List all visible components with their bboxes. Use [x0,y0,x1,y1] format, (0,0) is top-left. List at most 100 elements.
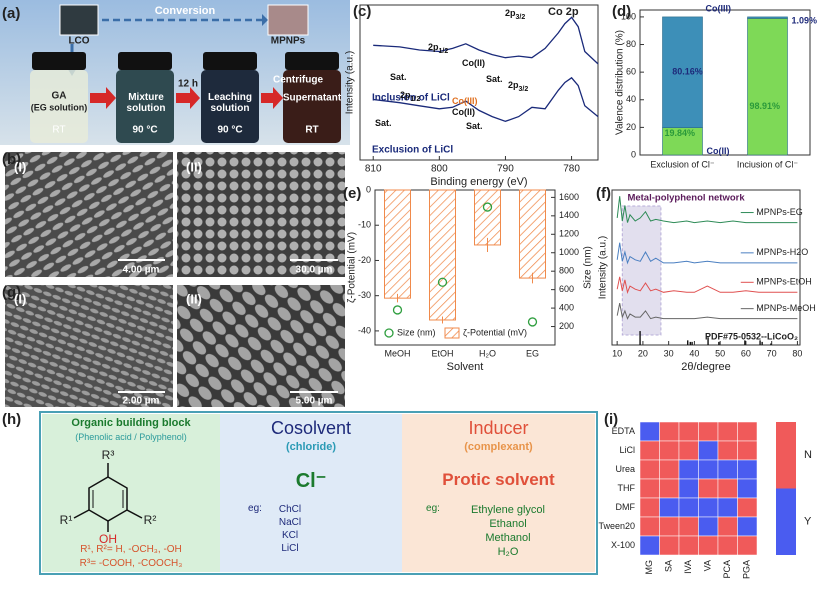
heat-cell [678,440,699,461]
column-label: MG [644,560,654,575]
annotation-text: 2p [508,80,519,90]
item: Methanol [485,532,531,544]
item: ChCl [278,504,302,515]
bar-segment [662,16,703,128]
annotation-text: Co(II) [452,107,475,117]
substituent: R³ [102,448,115,462]
heat-cell [737,497,758,518]
x-tick-label: 80 [792,348,802,358]
annotation-text: 2p [428,42,439,52]
spectrum [373,76,599,122]
heat-cell [639,497,660,518]
y-tick-label: 0 [366,184,371,194]
heat-cell [717,516,738,537]
item-list: ChCl NaCl KCl LiCl [270,503,310,555]
scale-label: 30.0 µm [296,265,333,276]
annotation: Sat. [486,74,503,84]
annotation-sub: 1/2 [439,48,449,55]
chart-title: Co 2p [548,6,579,18]
conversion-label: Conversion [155,5,216,17]
x-tick-label: 70 [767,348,777,358]
annotation: 2p1/2 [428,42,448,55]
column-label: IVA [683,560,693,574]
eg-label: eg: [426,503,440,514]
heat-cell [678,535,699,556]
scale-label: 5.00 µm [296,396,333,407]
y2-tick-label: 200 [559,321,574,331]
scheme-h: (h) R³ R¹ R² OH [2,411,598,575]
x-tick-label: 800 [431,164,448,175]
y-tick-label: -40 [358,325,371,335]
size-point [527,317,538,327]
y2-tick-label: 1600 [559,192,579,202]
y-tick-label: 60 [626,67,636,77]
annotation: Co(II) [462,58,485,68]
row-label: X-100 [611,540,635,550]
vial-name: Supernatant [283,93,342,104]
time-label: 12 h [178,79,198,90]
vial-temp: 90 °C [217,125,242,136]
column-subtitle: (chloride) [285,441,337,453]
vial-name: Leaching solution [208,92,252,114]
annotation: 2p3/2 [508,80,528,93]
y-tick-label: 0 [631,149,636,159]
substituent-note: R³= -COOH, -COOCH₃ [79,558,183,569]
annotation-text: Sat. [390,72,407,82]
y2-tick-label: 1000 [559,247,579,257]
heat-cell [717,421,738,442]
image-label: (I) [14,291,26,306]
heat-cell [659,535,680,556]
pattern-line [616,196,798,224]
colorbar-label: Y [804,516,812,528]
colorbar-segment [776,488,796,555]
y-tick-label: 20 [626,122,636,132]
heat-cell [737,421,758,442]
x-tick-label: 20 [638,348,648,358]
vial-cap [118,52,172,70]
vial-note: (EG solution) [31,102,88,112]
mpnps-label: MPNPs [271,36,306,47]
row-label: EDTA [612,426,635,436]
annotation: 2p1/2 [400,90,420,103]
x-tick-label: 60 [741,348,751,358]
series-label: MPNPs-EG [756,207,803,217]
x-tick-label: 40 [689,348,699,358]
heat-cell [678,459,699,480]
column-label: SA [664,560,674,572]
series-label: Co(III) [706,3,732,13]
column-title: Cosolvent [270,418,352,438]
heat-cell [737,440,758,461]
y2-axis-label: Size (nm) [583,246,594,289]
value-label: 80.16% [672,67,703,77]
annotation-text: Co(II) [462,58,485,68]
x-tick-label: EG [526,348,539,358]
substituent: R¹ [60,513,73,527]
annotation: Sat. [466,121,483,131]
vial-temp: 90 °C [132,125,157,136]
heat-cell [717,497,738,518]
annotation-text: Sat. [375,118,392,128]
panel-label: (i) [604,411,618,428]
mpnps-powder [267,4,309,36]
heat-cell [717,478,738,499]
vial-cap [285,52,339,70]
x-tick-label: 790 [497,164,514,175]
heat-cell [737,535,758,556]
sem-image [5,152,173,277]
panel-label: (d) [612,3,631,20]
value-label: 98.91% [750,101,781,111]
photo-a [0,0,350,145]
column-subtitle: (Phenolic acid / Polyphenol) [75,432,187,442]
vial [116,70,174,143]
heat-cell [717,459,738,480]
heat-cell [698,535,719,556]
lco-powder [59,4,99,36]
x-tick-label: H₂O [479,348,496,358]
bar-segment [662,127,703,156]
bar-segment [747,18,788,156]
vial-cap [32,52,86,70]
x-axis-label: 2θ/degree [681,361,731,373]
y-axis-label: Intensity (a.u.) [598,236,609,299]
pattern-line [616,276,798,295]
